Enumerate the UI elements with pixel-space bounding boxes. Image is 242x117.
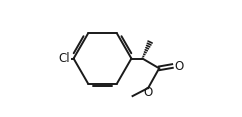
Text: Cl: Cl (58, 52, 69, 65)
Text: O: O (175, 60, 184, 73)
Text: O: O (144, 86, 153, 99)
